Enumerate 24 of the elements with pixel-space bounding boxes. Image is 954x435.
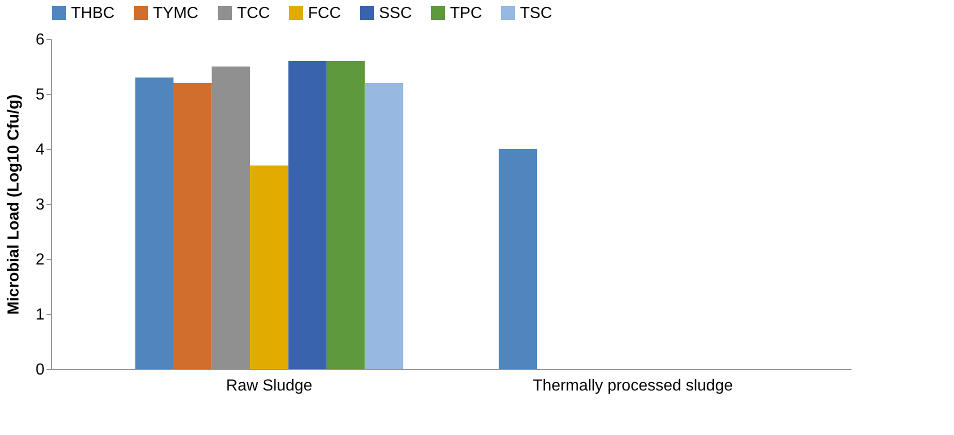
x-tick-label: Raw Sludge [226, 378, 312, 394]
bar [250, 166, 288, 369]
y-tick-label: 2 [36, 252, 45, 268]
y-tick-label: 5 [36, 86, 45, 104]
y-tick-label: 3 [36, 196, 45, 214]
bar [173, 83, 212, 369]
y-tick-label: 4 [36, 142, 45, 158]
y-tick-label: 1 [36, 306, 45, 324]
x-tick-label: Thermally processed sludge [532, 378, 733, 394]
bar [326, 61, 365, 369]
legend-label: TSC [520, 5, 552, 22]
legend-label: SSC [379, 5, 412, 22]
bar [288, 61, 327, 369]
bar [364, 83, 404, 369]
y-tick-label: 6 [36, 32, 45, 48]
legend-label: TYMC [153, 5, 198, 22]
legend-label: TPC [450, 5, 482, 22]
legend-label: TCC [237, 5, 270, 22]
y-tick-label: 0 [36, 362, 45, 378]
bar [135, 78, 174, 369]
bar [498, 149, 538, 369]
legend-label: THBC [71, 5, 115, 22]
y-axis-title: Microbial Load (Log10 Cfu/g) [6, 94, 23, 315]
legend-label: FCC [308, 5, 341, 22]
